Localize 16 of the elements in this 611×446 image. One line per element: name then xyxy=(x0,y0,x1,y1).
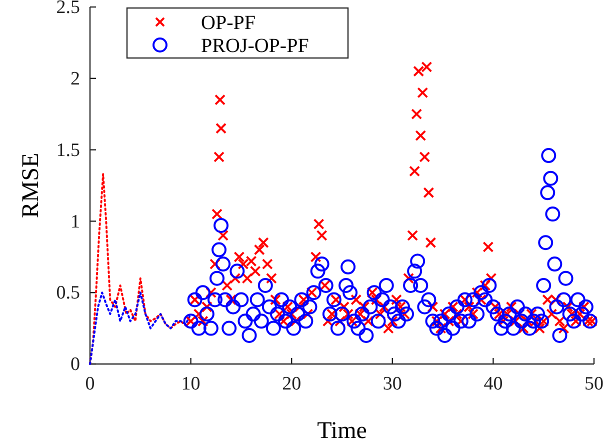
y-axis-title: RMSE xyxy=(18,152,44,218)
x-axis-title: Time xyxy=(317,418,367,444)
legend-label: OP-PF xyxy=(201,12,256,34)
x-tick-label: 50 xyxy=(584,373,604,394)
y-tick-label: 1.5 xyxy=(56,140,80,161)
x-tick-label: 10 xyxy=(181,373,200,394)
x-tick-label: 0 xyxy=(85,373,95,394)
legend-label: PROJ-OP-PF xyxy=(201,35,309,57)
y-tick-label: 0.5 xyxy=(56,282,80,304)
x-tick-label: 40 xyxy=(484,373,503,394)
y-tick-label: 0 xyxy=(70,354,80,376)
x-tick-label: 20 xyxy=(282,373,302,394)
x-tick-label: 30 xyxy=(382,373,402,394)
y-tick-label: 2.5 xyxy=(56,0,80,18)
y-tick-label: 2 xyxy=(70,68,80,90)
y-tick-label: 1 xyxy=(70,211,80,232)
